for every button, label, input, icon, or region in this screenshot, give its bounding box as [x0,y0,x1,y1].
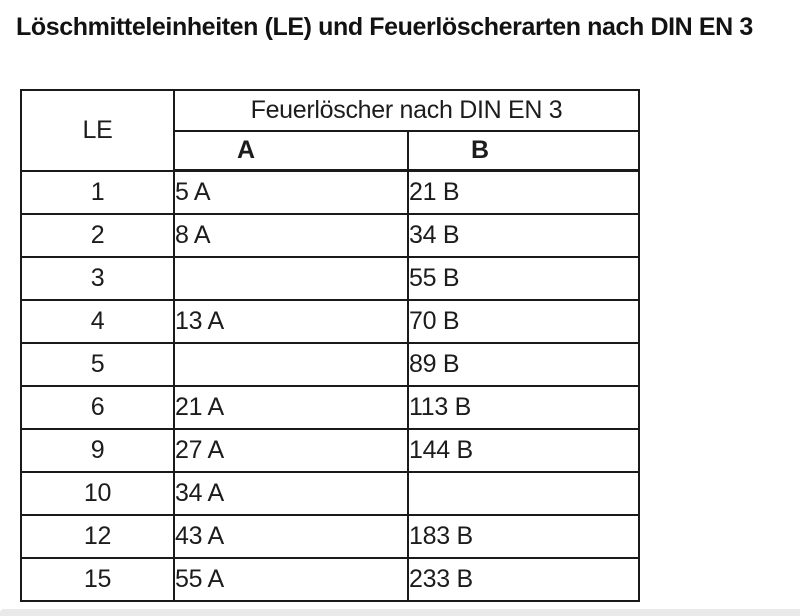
cell-le: 9 [20,428,175,473]
table-row: 2 8 A 34 B [20,213,640,258]
cell-a: 13 A [173,299,409,344]
cell-a [173,342,409,387]
le-table: LE Feuerlöscher nach DIN EN 3 A B 1 5 A … [20,89,640,602]
cell-b: 113 B [407,385,640,430]
cell-a: 21 A [173,385,409,430]
cell-b [407,471,640,516]
table-row: 10 34 A [20,471,640,516]
cell-le: 5 [20,342,175,387]
page-title: Löschmitteleinheiten (LE) und Feuerlösch… [16,13,753,41]
table-row: 3 55 B [20,256,640,301]
cell-le: 1 [20,169,175,215]
cell-a: 8 A [173,213,409,258]
cell-le: 15 [20,557,175,602]
bottom-divider [0,609,800,616]
table-row: 12 43 A 183 B [20,514,640,559]
cell-a: 5 A [173,169,409,215]
cell-le: 10 [20,471,175,516]
table-header-row-sub: A B [21,130,640,172]
column-header-b: B [407,130,640,172]
cell-a [173,256,409,301]
cell-b: 70 B [407,299,640,344]
cell-a: 27 A [173,428,409,473]
column-header-a: A [173,130,409,172]
cell-b: 55 B [407,256,640,301]
table-row: 1 5 A 21 B [20,169,640,215]
cell-a: 43 A [173,514,409,559]
cell-b: 233 B [407,557,640,602]
cell-b: 183 B [407,514,640,559]
table-row: 6 21 A 113 B [20,385,640,430]
group-header: Feuerlöscher nach DIN EN 3 [173,89,640,132]
table-row: 15 55 A 233 B [20,557,640,602]
table-row: 5 89 B [20,342,640,387]
table-row: 4 13 A 70 B [20,299,640,344]
cell-le: 4 [20,299,175,344]
cell-b: 144 B [407,428,640,473]
cell-le: 2 [20,213,175,258]
cell-b: 34 B [407,213,640,258]
cell-b: 89 B [407,342,640,387]
cell-le: 12 [20,514,175,559]
cell-le: 3 [20,256,175,301]
table-row: 9 27 A 144 B [20,428,640,473]
column-header-le: LE [20,89,175,172]
cell-b: 21 B [407,169,640,215]
table-header-row-group: LE Feuerlöscher nach DIN EN 3 [20,89,640,172]
cell-le: 6 [20,385,175,430]
cell-a: 55 A [173,557,409,602]
cell-a: 34 A [173,471,409,516]
